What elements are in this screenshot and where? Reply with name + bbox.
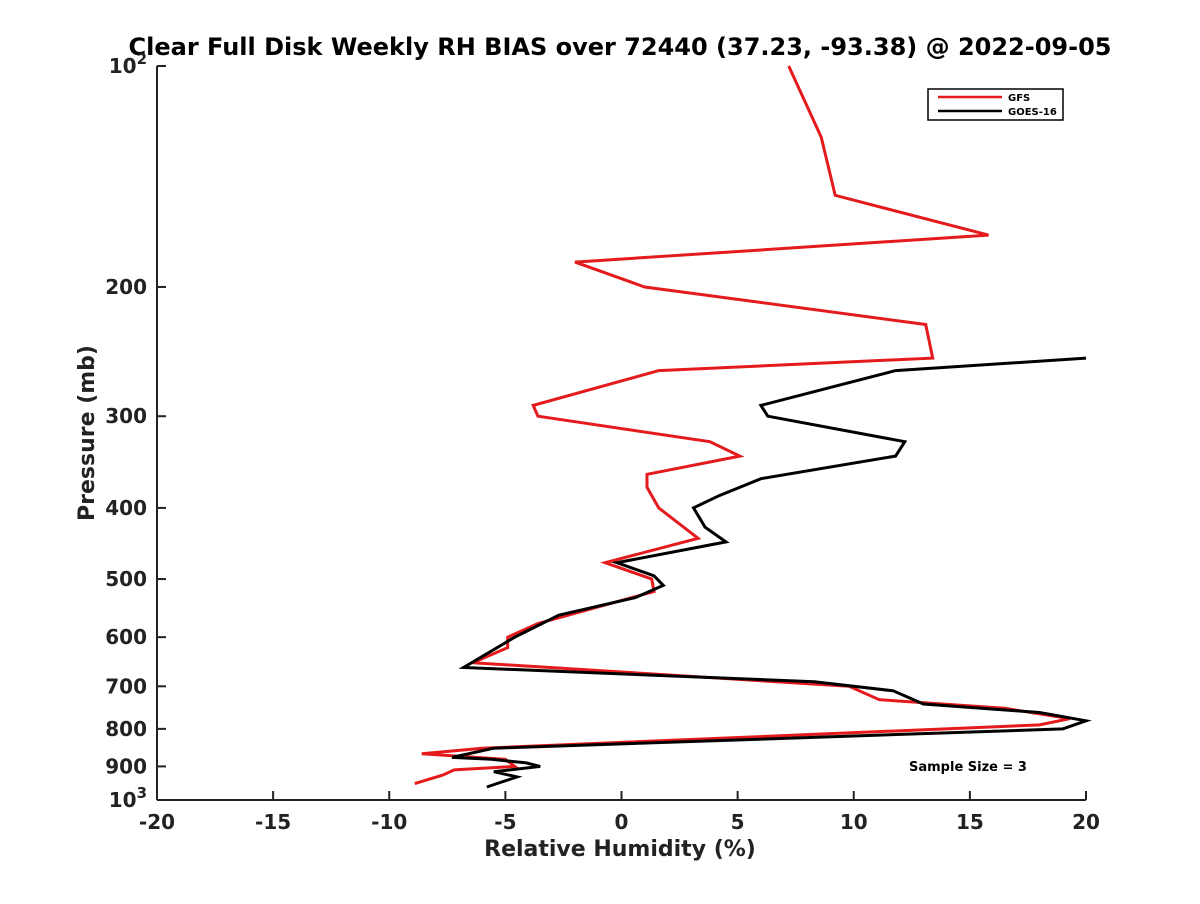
series-line-goes-16: [451, 356, 1092, 789]
y-tick-label: 500: [105, 567, 147, 591]
y-tick-label: 103: [109, 784, 147, 812]
y-tick-label: 400: [105, 496, 147, 520]
legend-box: [927, 88, 1064, 121]
x-tick-label: 10: [840, 810, 868, 834]
y-tick-label: 700: [105, 674, 147, 698]
chart-title: Clear Full Disk Weekly RH BIAS over 7244…: [129, 33, 1112, 61]
y-tick-label: 800: [105, 717, 147, 741]
y-axis-ticks: 102 200 300 400 500 600 700 800 900 103: [105, 50, 166, 812]
y-tick-label: 102: [109, 50, 147, 78]
x-tick-label: -20: [139, 810, 175, 834]
legend: GFS GOES-16: [927, 88, 1064, 121]
x-axis-ticks: -20 -15 -10 -5 0 5 10 15 20: [139, 791, 1100, 834]
x-axis-label: Relative Humidity (%): [484, 837, 756, 862]
x-tick-label: 20: [1072, 810, 1100, 834]
x-tick-label: 0: [615, 810, 629, 834]
y-axis-label: Pressure (mb): [75, 345, 100, 521]
x-tick-label: 5: [731, 810, 745, 834]
y-tick-label: 300: [105, 404, 147, 428]
legend-label-goes16: GOES-16: [1008, 107, 1057, 118]
y-tick-label: 200: [105, 275, 147, 299]
x-tick-label: -15: [255, 810, 291, 834]
series-layer: [414, 65, 1092, 789]
x-tick-label: 15: [956, 810, 984, 834]
x-tick-label: -10: [371, 810, 407, 834]
series-line-gfs: [414, 65, 1071, 786]
legend-label-gfs: GFS: [1008, 93, 1030, 104]
y-tick-label: 600: [105, 625, 147, 649]
sample-size-annotation: Sample Size = 3: [909, 760, 1027, 775]
x-tick-label: -5: [494, 810, 516, 834]
y-tick-label: 900: [105, 754, 147, 778]
